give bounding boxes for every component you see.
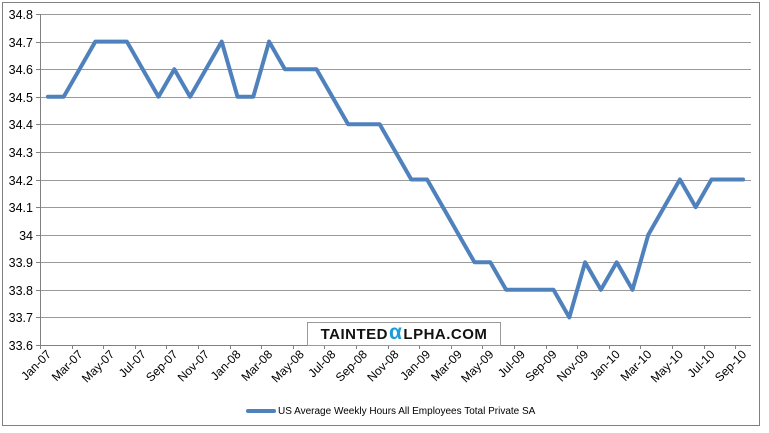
x-axis-label: Jan-10: [587, 347, 623, 383]
x-axis-label: May-07: [79, 347, 117, 385]
x-axis-label: Mar-10: [618, 347, 655, 384]
x-axis-label: May-10: [648, 347, 686, 385]
x-axis-label: Nov-09: [554, 347, 591, 384]
y-axis-label: 34.2: [9, 174, 33, 188]
watermark-alpha-glyph: α: [388, 321, 403, 344]
y-axis-label: 34.4: [9, 118, 33, 132]
x-axis-label: Jan-09: [397, 347, 433, 383]
x-axis-label: Mar-07: [49, 347, 86, 384]
y-axis-label: 34.7: [9, 36, 33, 50]
x-axis-label: May-09: [458, 347, 496, 385]
legend-label: US Average Weekly Hours All Employees To…: [278, 405, 536, 417]
x-axis-label: May-08: [269, 347, 307, 385]
y-axis-label: 34: [19, 229, 33, 243]
y-axis-label: 34.6: [9, 63, 33, 77]
y-axis-label: 33.9: [9, 256, 33, 270]
x-axis-label: Sep-09: [522, 347, 559, 384]
y-axis-label: 34.8: [9, 8, 33, 22]
x-axis-label: Nov-07: [175, 347, 212, 384]
y-axis-label: 34.5: [9, 91, 33, 105]
watermark-prefix: TAINTED: [320, 325, 388, 343]
x-axis-label: Sep-08: [333, 347, 370, 384]
x-axis-label: Sep-10: [712, 347, 749, 384]
x-axis-label: Mar-08: [238, 347, 275, 384]
series-line: [45, 39, 746, 320]
x-axis-label: Sep-07: [143, 347, 180, 384]
watermark-suffix: LPHA.COM: [403, 325, 488, 343]
x-axis-label: Mar-09: [428, 347, 465, 384]
x-axis-label: Jan-08: [208, 347, 244, 383]
x-axis-label: Nov-08: [364, 347, 401, 384]
y-axis-label: 33.8: [9, 284, 33, 298]
y-axis-label: 33.6: [9, 339, 33, 353]
y-axis-label: 34.1: [9, 201, 33, 215]
legend-line-sample: [246, 409, 276, 413]
y-axis-label: 34.3: [9, 146, 33, 160]
watermark: TAINTED α LPHA.COM: [307, 322, 501, 346]
legend: US Average Weekly Hours All Employees To…: [246, 405, 535, 417]
y-axis-label: 33.7: [9, 311, 33, 325]
